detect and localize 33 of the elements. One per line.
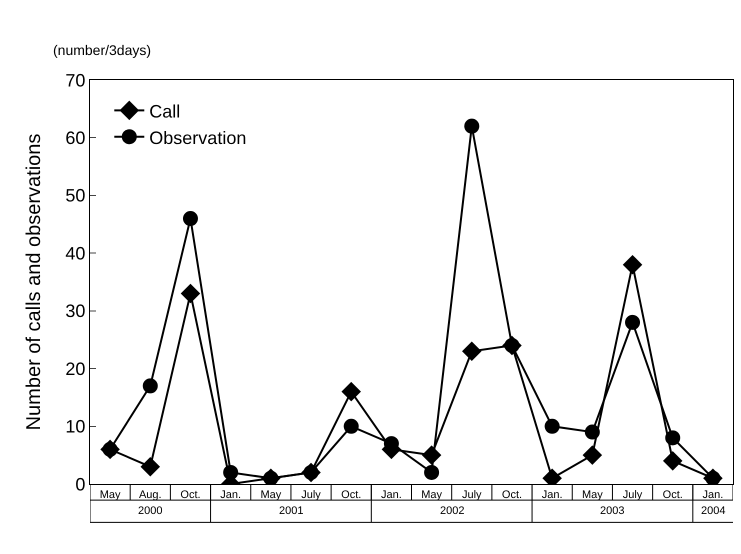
y-axis-title: Number of calls and observations	[23, 134, 45, 430]
x-tick-label: Oct.	[341, 489, 362, 502]
legend-label: Call	[149, 101, 180, 122]
text: 2003	[600, 505, 624, 517]
y-tick-label: 50	[65, 186, 86, 206]
text: 2001	[279, 505, 304, 517]
x-tick-label: Jan.	[381, 489, 402, 502]
y-tick-label: 10	[65, 416, 86, 437]
x-tick-label: July	[462, 489, 482, 502]
x-tick-label: Jan.	[220, 489, 242, 502]
text: 2004	[701, 505, 726, 517]
x-tick-label: May	[100, 489, 121, 502]
x-tick-label: Aug.	[138, 489, 162, 502]
y-tick-label: 60	[65, 128, 86, 148]
y-tick-label: 30	[65, 301, 86, 322]
y-tick-label: 20	[65, 358, 86, 379]
x-tick-label: July	[301, 489, 322, 502]
legend-label: Observation	[149, 128, 246, 148]
x-tick-label: Jan.	[542, 489, 563, 502]
x-tick-label: May	[421, 489, 442, 502]
x-tick-label: Oct.	[180, 489, 201, 502]
y-tick-label: 70	[65, 70, 86, 90]
x-tick-label: May	[260, 489, 282, 502]
y-tick-label: 40	[65, 243, 86, 264]
text: 2000	[138, 505, 162, 517]
x-tick-label: Oct.	[502, 489, 522, 502]
text: 2002	[440, 505, 464, 517]
x-tick-label: May	[582, 489, 604, 502]
text: (number/3days)	[53, 42, 152, 58]
x-tick-label: Oct.	[662, 489, 683, 502]
x-tick-label: Jan.	[702, 489, 724, 502]
y-tick-label: 0	[75, 474, 86, 494]
x-tick-label: July	[622, 489, 643, 502]
